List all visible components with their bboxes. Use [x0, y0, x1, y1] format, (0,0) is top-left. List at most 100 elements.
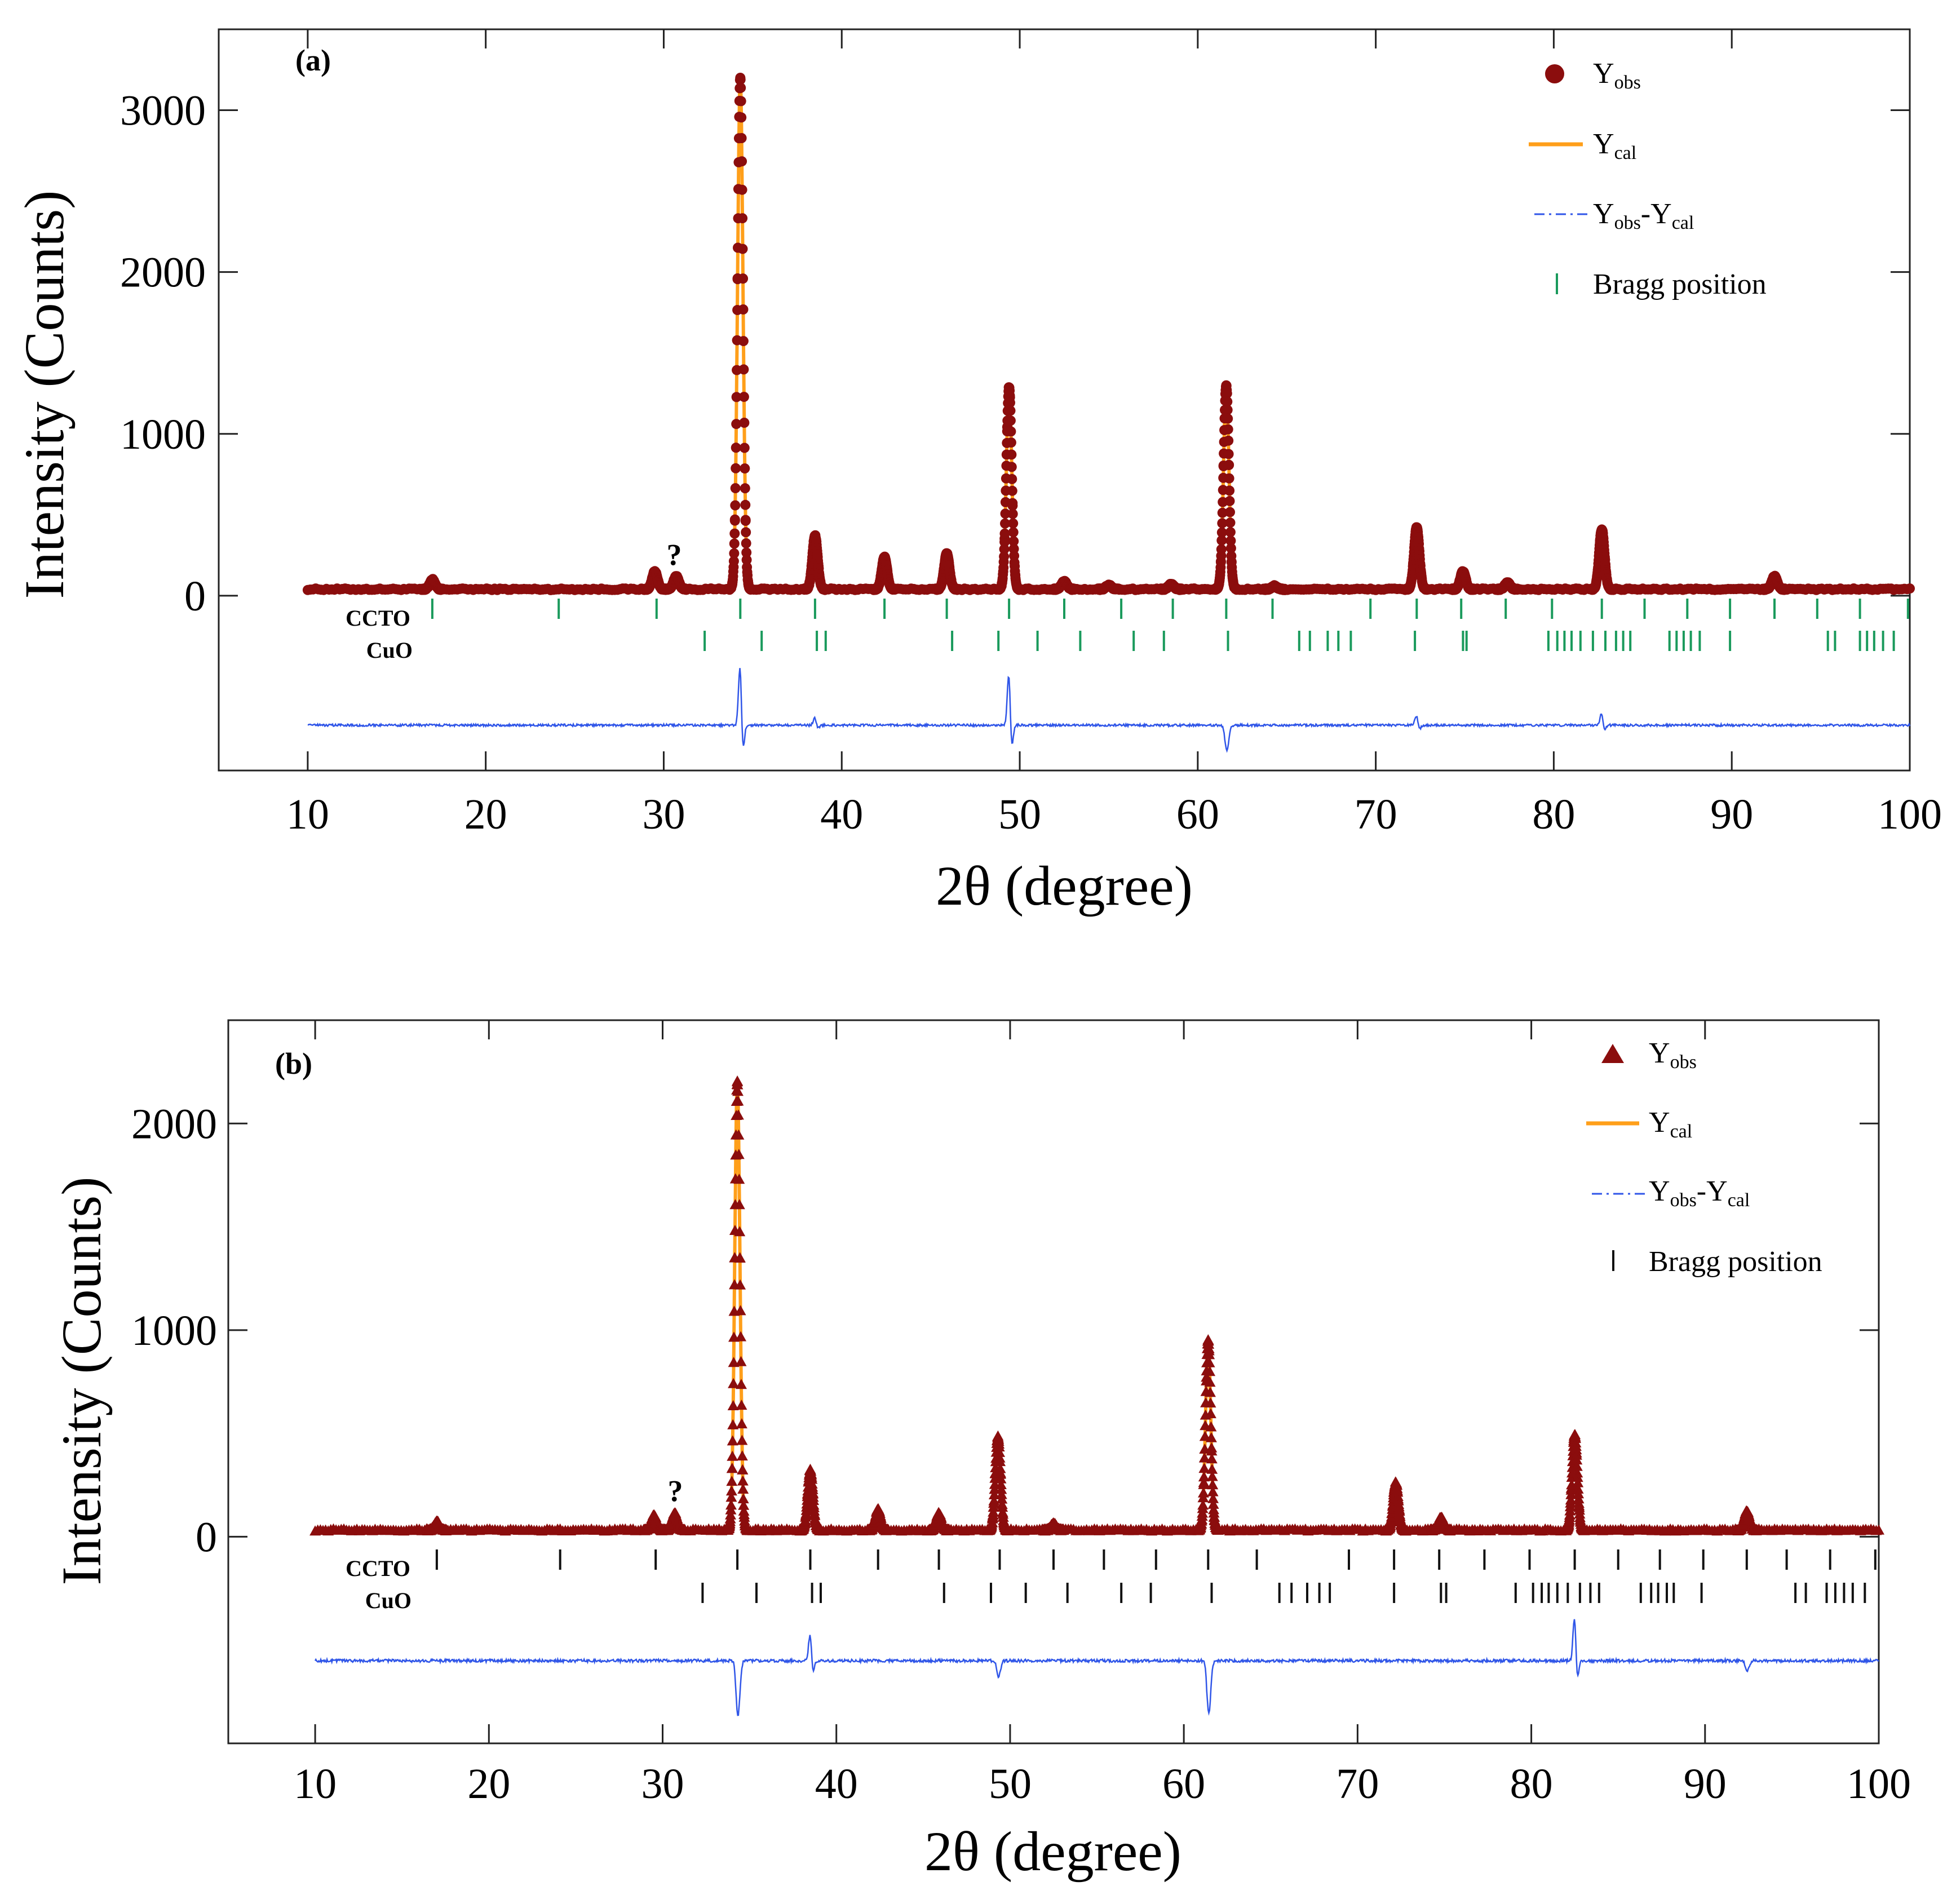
observed-point — [1222, 388, 1232, 399]
observed-point — [1000, 518, 1010, 529]
observed-point — [1005, 405, 1016, 416]
observed-point — [735, 1356, 747, 1366]
phase-label-cuo: CuO — [365, 1588, 411, 1613]
observed-point — [1114, 585, 1125, 595]
observed-point — [737, 184, 747, 195]
observed-point — [726, 1476, 738, 1486]
observed-point — [1007, 498, 1018, 508]
y-tick-label: 0 — [196, 1513, 217, 1561]
observed-point — [1468, 583, 1479, 594]
x-tick-label: 100 — [1847, 1760, 1911, 1808]
x-axis-title: 2θ (degree) — [924, 1820, 1181, 1883]
panel-label: (a) — [295, 43, 331, 77]
x-tick-label: 10 — [294, 1760, 337, 1808]
observed-point — [1224, 485, 1235, 496]
observed-point — [736, 1434, 748, 1445]
x-tick-label: 50 — [998, 791, 1041, 838]
observed-point — [735, 74, 746, 85]
legend-observed-label: Yobs — [1649, 1037, 1697, 1073]
observed-point — [1000, 508, 1011, 519]
observed-point — [1231, 585, 1242, 595]
observed-point — [1006, 426, 1016, 437]
legend: Yobs Ycal Yobs-Ycal Bragg position — [1529, 57, 1767, 300]
observed-point — [731, 463, 741, 473]
y-tick-label: 1000 — [120, 411, 206, 458]
calculated-profile — [315, 1082, 1879, 1533]
observed-point — [728, 556, 739, 566]
y-tick-label: 3000 — [120, 87, 206, 135]
observed-point — [736, 1379, 747, 1389]
observed-point — [738, 336, 749, 347]
observed-point — [738, 273, 748, 284]
x-tick-label: 50 — [989, 1760, 1032, 1808]
legend-observed-label: Yobs — [1593, 57, 1641, 93]
bragg-markers-cuo — [703, 631, 1895, 651]
observed-point — [1222, 405, 1233, 415]
difference-curve — [314, 1619, 1879, 1716]
plot-marks — [309, 1075, 1884, 1716]
legend-calculated-label: Ycal — [1649, 1106, 1692, 1142]
y-tick-label: 2000 — [131, 1100, 217, 1148]
plot-frame — [218, 28, 1911, 772]
observed-point — [1007, 508, 1018, 519]
x-tick-label: 40 — [815, 1760, 858, 1808]
observed-point — [725, 1485, 737, 1496]
y-axis-title: Intensity (Counts) — [13, 191, 76, 599]
difference-curve — [307, 668, 1911, 753]
observed-point — [740, 463, 750, 474]
x-tick-label: 80 — [1510, 1760, 1553, 1808]
observed-point — [1223, 424, 1233, 435]
observed-point — [681, 585, 692, 595]
observed-points — [309, 1075, 1884, 1536]
x-tick-label: 100 — [1878, 791, 1942, 838]
observed-point — [1280, 583, 1290, 594]
observed-point — [1008, 536, 1019, 547]
observed-point — [1006, 449, 1017, 460]
phase-label-ccto: CCTO — [346, 1556, 410, 1581]
x-tick-label: 80 — [1532, 791, 1575, 838]
observed-point — [1014, 583, 1025, 594]
phase-label-cuo: CuO — [366, 637, 413, 663]
legend-bragg-label: Bragg position — [1593, 268, 1767, 300]
observed-point — [1224, 473, 1234, 484]
y-tick-label: 0 — [184, 573, 206, 620]
observed-point — [1217, 507, 1228, 518]
observed-point — [1007, 473, 1017, 484]
observed-point — [736, 96, 746, 107]
observed-point — [999, 544, 1010, 555]
observed-point — [1216, 535, 1227, 546]
observed-point — [739, 442, 750, 453]
observed-point — [1176, 585, 1187, 595]
observed-point — [736, 82, 746, 93]
observed-point — [738, 392, 749, 402]
observed-point — [1206, 1442, 1218, 1453]
x-tick-label: 60 — [1162, 1760, 1205, 1808]
observed-point — [1422, 585, 1432, 595]
observed-point — [729, 538, 740, 549]
x-tick-label: 40 — [820, 791, 863, 838]
observed-point — [745, 585, 756, 595]
observed-point — [736, 1450, 748, 1461]
observed-point — [1607, 585, 1618, 595]
observed-points — [302, 73, 1915, 595]
observed-point — [1223, 435, 1234, 446]
y-tick-label: 2000 — [120, 249, 206, 296]
observed-point — [1217, 518, 1228, 529]
observed-point — [731, 392, 742, 402]
observed-point — [1223, 449, 1234, 459]
observed-point — [1216, 544, 1227, 555]
legend: Yobs Ycal Yobs-Ycal Bragg position — [1586, 1037, 1822, 1278]
x-tick-label: 90 — [1710, 791, 1753, 838]
observed-point — [729, 515, 740, 526]
bragg-markers-ccto — [431, 599, 1909, 619]
observed-point — [736, 112, 747, 123]
observed-point — [890, 583, 900, 594]
observed-point — [730, 483, 741, 494]
observed-point — [952, 585, 963, 595]
calculated-profile — [307, 77, 1910, 591]
unknown-peak-label: ? — [668, 1474, 683, 1508]
